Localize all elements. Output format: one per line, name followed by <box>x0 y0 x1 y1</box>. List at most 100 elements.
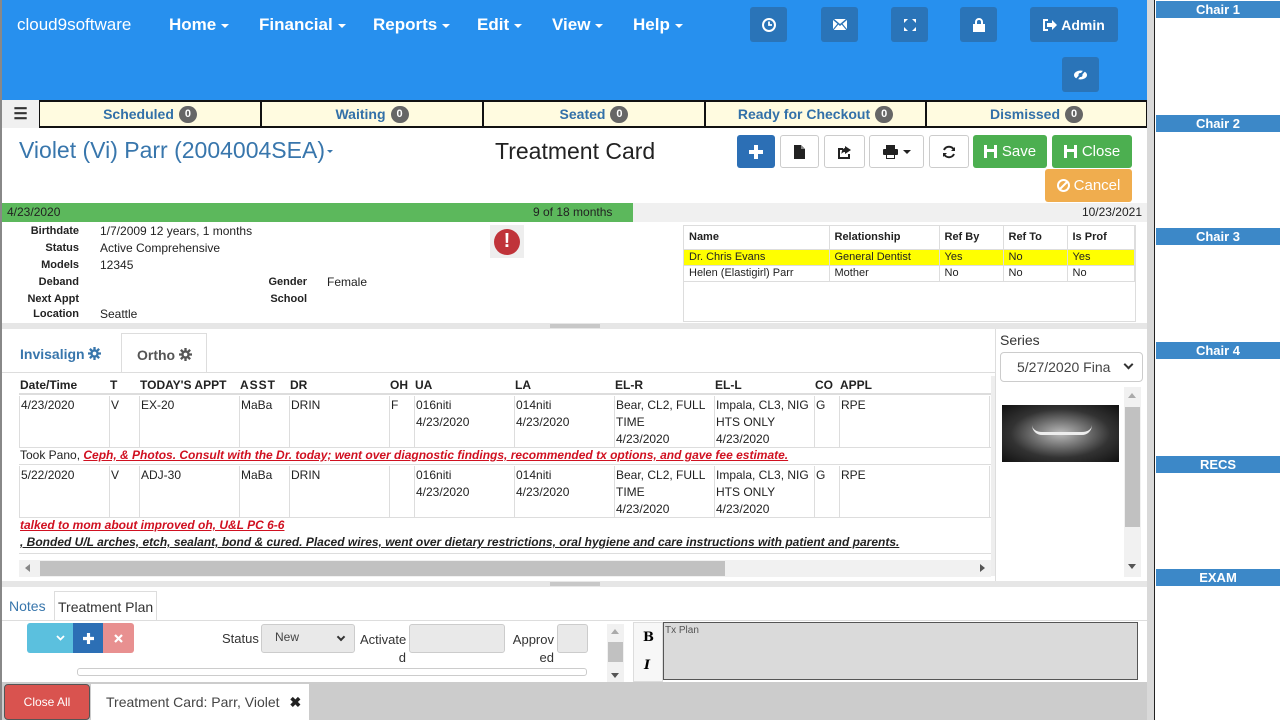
activated-date-input[interactable] <box>409 624 505 653</box>
scroll-up-icon[interactable] <box>1128 393 1136 398</box>
contact-row[interactable]: Helen (Elastigirl) Parr Mother No No No <box>684 265 1135 282</box>
pane-splitter[interactable] <box>2 323 1147 329</box>
caret-down-icon <box>595 23 604 28</box>
italic-button[interactable]: I <box>644 658 651 673</box>
col-ref-by[interactable]: Ref By <box>939 226 1004 250</box>
scroll-thumb[interactable] <box>40 561 725 576</box>
tab-ortho[interactable]: Ortho <box>121 333 207 373</box>
col-is-prof[interactable]: Is Prof <box>1067 226 1135 250</box>
series-select[interactable]: 5/27/2020 Fina <box>1000 352 1143 382</box>
save-button[interactable]: Save <box>973 135 1047 168</box>
refresh-button[interactable] <box>929 135 969 168</box>
panel-divider[interactable] <box>1147 0 1155 720</box>
add-plan-button[interactable] <box>73 623 103 653</box>
tx-plan-editor[interactable]: Tx Plan <box>663 622 1138 680</box>
panoramic-xray-thumbnail[interactable] <box>1002 405 1119 462</box>
contact-row[interactable]: Dr. Chris Evans General Dentist Yes No Y… <box>684 249 1135 266</box>
gear-icon[interactable] <box>179 348 192 361</box>
delete-plan-button[interactable] <box>103 623 134 653</box>
hide-button[interactable] <box>1062 57 1099 92</box>
col-todays-appt[interactable]: TODAY'S APPT <box>140 378 227 392</box>
col-la[interactable]: LA <box>515 378 531 392</box>
scroll-down-icon[interactable] <box>1128 564 1136 569</box>
col-oh[interactable]: OH <box>390 378 408 392</box>
col-dr[interactable]: DR <box>290 378 308 392</box>
share-button[interactable] <box>824 135 865 168</box>
scroll-thumb[interactable] <box>1125 407 1140 527</box>
chair-header-recs[interactable]: RECS <box>1156 456 1280 473</box>
col-ua[interactable]: UA <box>415 378 433 392</box>
add-button[interactable] <box>737 135 775 168</box>
scroll-thumb[interactable] <box>608 642 623 662</box>
medical-alert-button[interactable]: ! <box>490 225 524 258</box>
col-ref-to[interactable]: Ref To <box>1003 226 1068 250</box>
chair-header-chair-4[interactable]: Chair 4 <box>1156 342 1280 359</box>
plan-scrollbar[interactable] <box>607 624 624 682</box>
col-date-time[interactable]: Date/Time <box>20 378 78 392</box>
col-name[interactable]: Name <box>684 226 830 250</box>
chair-header-chair-1[interactable]: Chair 1 <box>1156 1 1280 18</box>
scroll-right-icon[interactable] <box>980 564 985 572</box>
close-icon[interactable]: ✖ <box>289 693 302 710</box>
menu-edit[interactable]: Edit <box>477 15 523 35</box>
approved-input[interactable] <box>557 624 588 653</box>
tab-notes[interactable]: Notes <box>9 598 46 614</box>
fullscreen-button[interactable] <box>891 7 928 42</box>
cancel-button[interactable]: Cancel <box>1045 169 1132 202</box>
print-dropdown-button[interactable] <box>869 135 924 168</box>
status-tab-ready-for-checkout[interactable]: Ready for Checkout 0 <box>705 100 926 128</box>
menu-home[interactable]: Home <box>169 15 230 35</box>
scroll-up-icon[interactable] <box>611 629 619 634</box>
new-document-button[interactable] <box>780 135 819 168</box>
note-row[interactable]: Took Pano, Ceph, & Photos. Consult with … <box>19 448 991 465</box>
status-tab-scheduled[interactable]: Scheduled 0 <box>39 100 261 128</box>
menu-reports[interactable]: Reports <box>373 15 451 35</box>
plan-status-select[interactable]: New <box>261 624 355 653</box>
close-button[interactable]: Close <box>1052 135 1132 168</box>
gear-icon[interactable] <box>88 347 102 360</box>
col-el-l[interactable]: EL-L <box>715 378 742 392</box>
col-t[interactable]: T <box>110 378 118 392</box>
status-tab-waiting[interactable]: Waiting 0 <box>261 100 483 128</box>
tab-invisalign[interactable]: Invisalign <box>20 346 102 362</box>
menu-financial[interactable]: Financial <box>259 15 346 35</box>
close-all-button[interactable]: Close All <box>4 684 90 720</box>
admin-button[interactable]: Admin <box>1030 7 1118 42</box>
col-el-r[interactable]: EL-R <box>615 378 643 392</box>
col-relationship[interactable]: Relationship <box>829 226 940 250</box>
caret-down-icon <box>442 23 451 28</box>
grid-vertical-scrollbar[interactable] <box>991 376 996 576</box>
menu-view[interactable]: View <box>552 15 604 35</box>
grid-horizontal-scrollbar[interactable] <box>19 560 991 577</box>
la-date: 4/23/2020 <box>516 415 570 429</box>
chair-header-chair-2[interactable]: Chair 2 <box>1156 115 1280 132</box>
brand-logo[interactable]: cloud9software <box>17 15 132 34</box>
status-tab-seated[interactable]: Seated 0 <box>483 100 705 128</box>
note-row[interactable]: talked to mom about improved oh, U&L PC … <box>19 518 991 554</box>
status-tab-dismissed[interactable]: Dismissed 0 <box>926 100 1147 128</box>
col-asst[interactable]: ASST <box>240 378 277 392</box>
mail-button[interactable] <box>821 7 858 42</box>
menu-help[interactable]: Help <box>633 15 683 35</box>
scroll-down-icon[interactable] <box>611 673 619 678</box>
pane-splitter[interactable] <box>2 581 1147 587</box>
taskbar-item[interactable]: Treatment Card: Parr, Violet ✖ <box>91 684 309 720</box>
chair-header-chair-3[interactable]: Chair 3 <box>1156 228 1280 245</box>
scroll-left-icon[interactable] <box>25 564 30 572</box>
table-row[interactable]: 4/23/2020 V EX-20 MaBa DRIN F 016niti 4/2… <box>19 396 991 448</box>
clock-button[interactable] <box>750 7 787 42</box>
patient-name-dropdown[interactable]: Violet (Vi) Parr (2004004SEA) <box>19 137 333 164</box>
hamburger-menu-button[interactable]: ☰ <box>2 100 39 128</box>
col-appl[interactable]: APPL <box>840 378 873 392</box>
bold-button[interactable]: B <box>643 630 654 645</box>
table-row[interactable]: 5/22/2020 V ADJ-30 MaBa DRIN 016niti 4/23… <box>19 466 991 518</box>
tab-treatment-plan[interactable]: Treatment Plan <box>54 591 157 621</box>
series-scrollbar[interactable] <box>1124 387 1141 577</box>
chair-header-exam[interactable]: EXAM <box>1156 569 1280 586</box>
splitter-handle[interactable] <box>550 324 600 328</box>
splitter-handle[interactable] <box>550 582 600 586</box>
lock-button[interactable] <box>960 7 997 42</box>
col-co[interactable]: CO <box>815 378 833 392</box>
plan-dropdown-button[interactable] <box>27 623 73 653</box>
ua-wire: 016niti <box>416 468 452 482</box>
